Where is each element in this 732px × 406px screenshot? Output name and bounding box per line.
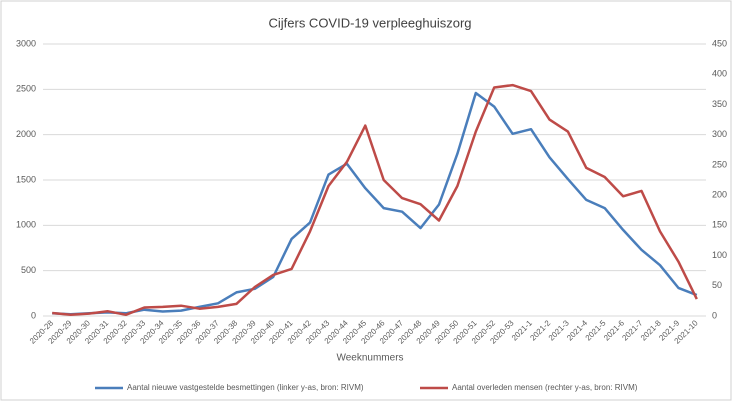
y2-tick-label: 400 bbox=[712, 69, 727, 79]
x-axis-label: Weeknummers bbox=[336, 353, 403, 364]
y2-tick-label: 50 bbox=[712, 280, 722, 290]
series-line bbox=[52, 91, 698, 316]
y2-tick-label: 150 bbox=[712, 220, 727, 230]
y-tick-label: 1500 bbox=[16, 174, 36, 184]
series-line bbox=[52, 83, 698, 317]
y-tick-label: 3000 bbox=[16, 38, 36, 48]
chart-title: Cijfers COVID-19 verpleeghuiszorg bbox=[268, 15, 471, 30]
y2-tick-label: 0 bbox=[712, 310, 717, 320]
y2-tick-label: 450 bbox=[712, 38, 727, 48]
y-tick-label: 0 bbox=[31, 310, 36, 320]
y-tick-label: 2000 bbox=[16, 129, 36, 139]
legend-label: Aantal nieuwe vastgestelde besmettingen … bbox=[127, 383, 364, 392]
y2-tick-label: 100 bbox=[712, 250, 727, 260]
y2-tick-label: 350 bbox=[712, 99, 727, 109]
y2-tick-label: 200 bbox=[712, 189, 727, 199]
legend-label: Aantal overleden mensen (rechter y-as, b… bbox=[452, 383, 638, 392]
y-tick-label: 1000 bbox=[16, 220, 36, 230]
y-tick-label: 500 bbox=[21, 265, 36, 275]
y-tick-label: 2500 bbox=[16, 84, 36, 94]
y2-tick-label: 300 bbox=[712, 129, 727, 139]
y2-tick-label: 250 bbox=[712, 159, 727, 169]
